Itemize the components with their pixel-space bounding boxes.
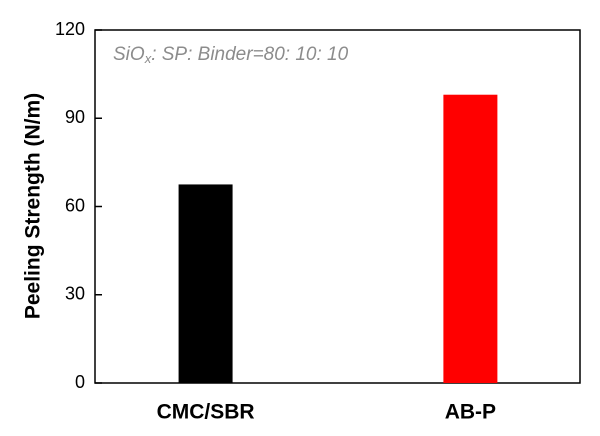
x-tick-label: AB-P: [445, 401, 496, 424]
plot-frame: [94, 29, 581, 384]
bar: [443, 94, 498, 383]
y-tick-label: 90: [65, 107, 85, 127]
annotation-part: SiO: [113, 44, 145, 65]
y-tick-label: 120: [55, 19, 85, 39]
y-tick-label: 0: [75, 372, 85, 392]
x-tick-label: CMC/SBR: [157, 401, 255, 424]
y-tick-label: 30: [65, 284, 85, 304]
annotation: SiOx: SP: Binder=80: 10: 10: [113, 44, 349, 66]
bar: [178, 184, 233, 383]
annotation-part: : SP: Binder=80: 10: 10: [151, 44, 348, 65]
annotation-subscript: x: [144, 51, 152, 66]
y-tick-label: 60: [65, 195, 85, 215]
y-axis-label: Peeling Strength (N/m): [22, 93, 45, 319]
